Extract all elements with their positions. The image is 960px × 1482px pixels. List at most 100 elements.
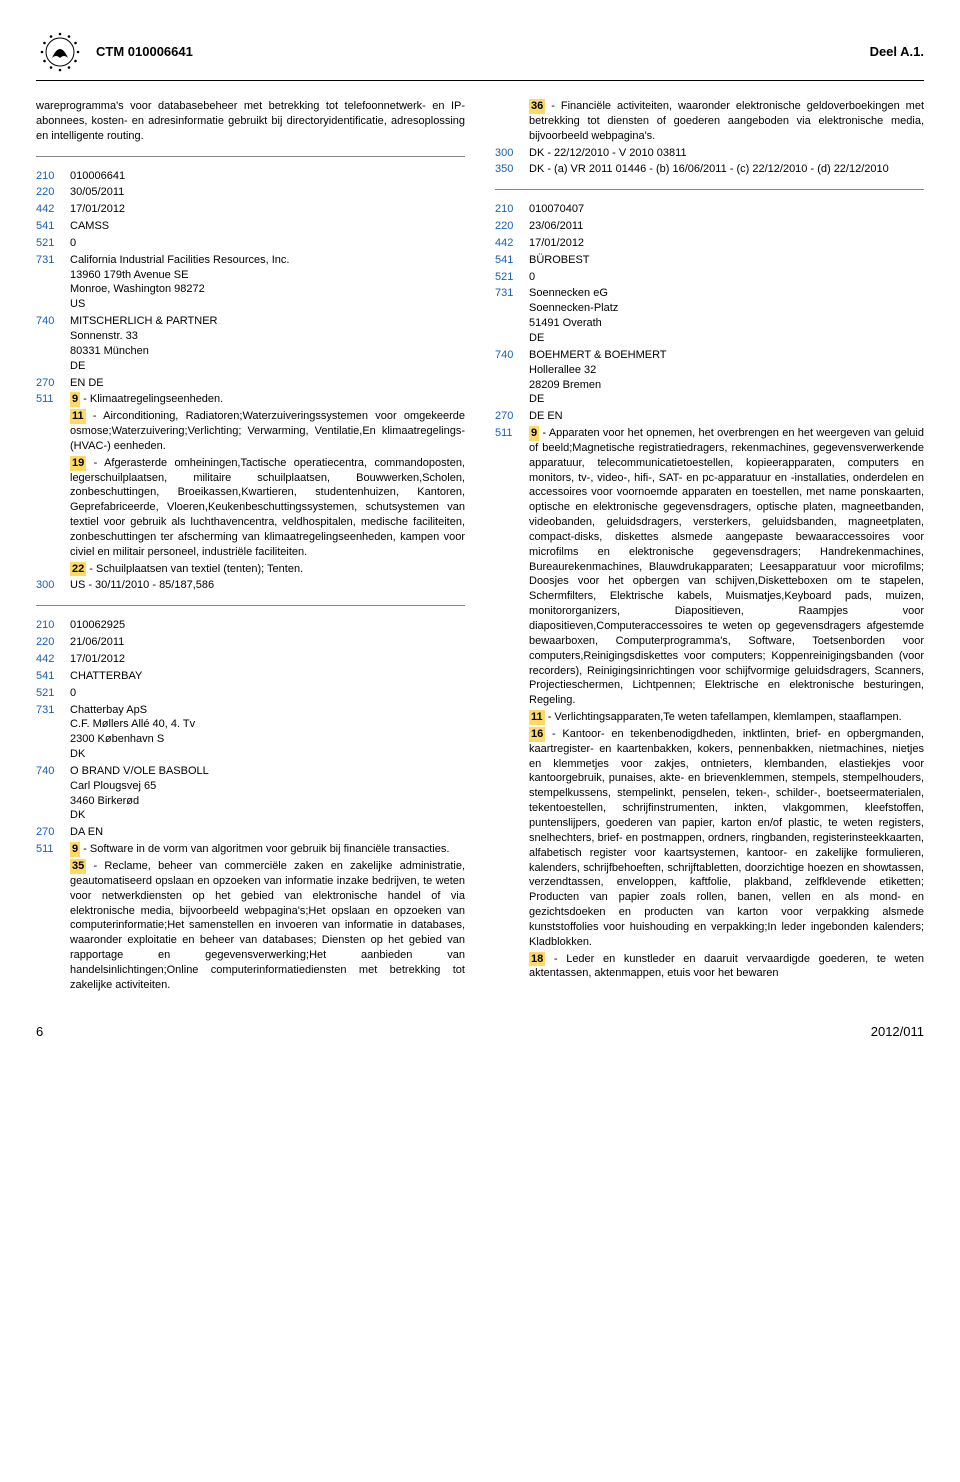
class-text: - Reclame, beheer van commerciële zaken … bbox=[70, 860, 465, 991]
field-code: 740 bbox=[36, 764, 70, 823]
field-value: 9 - Software in de vorm van algoritmen v… bbox=[70, 842, 465, 857]
field-value: DK - (a) VR 2011 01446 - (b) 16/06/2011 … bbox=[529, 162, 924, 177]
field-value: 010070407 bbox=[529, 202, 924, 217]
field-value: 0 bbox=[70, 236, 465, 251]
field-code: 210 bbox=[36, 169, 70, 184]
field-code: 521 bbox=[495, 270, 529, 285]
field-code bbox=[495, 710, 529, 725]
class-text: - Software in de vorm van algoritmen voo… bbox=[80, 843, 449, 855]
separator bbox=[36, 605, 465, 606]
right-column: 36 - Financiële activiteiten, waaronder … bbox=[495, 99, 924, 995]
class-badge: 36 bbox=[529, 99, 545, 114]
field-value: 17/01/2012 bbox=[529, 236, 924, 251]
separator bbox=[36, 156, 465, 157]
field-value: MITSCHERLICH & PARTNER Sonnenstr. 33 803… bbox=[70, 314, 465, 373]
class-badge: 11 bbox=[529, 710, 545, 725]
field-code bbox=[36, 562, 70, 577]
page-footer: 6 2012/011 bbox=[36, 1023, 924, 1041]
class-text: - Apparaten voor het opnemen, het overbr… bbox=[529, 427, 924, 706]
header-ctm: CTM 010006641 bbox=[96, 43, 870, 61]
field-code bbox=[36, 456, 70, 560]
field-value: 30/05/2011 bbox=[70, 185, 465, 200]
field-code: 511 bbox=[36, 392, 70, 407]
field-code bbox=[36, 409, 70, 454]
field-code: 541 bbox=[36, 669, 70, 684]
field-value: 17/01/2012 bbox=[70, 652, 465, 667]
field-value: 36 - Financiële activiteiten, waaronder … bbox=[529, 99, 924, 144]
field-value: 010006641 bbox=[70, 169, 465, 184]
field-code: 210 bbox=[495, 202, 529, 217]
field-code: 220 bbox=[36, 185, 70, 200]
class-badge: 18 bbox=[529, 952, 545, 967]
field-code: 442 bbox=[495, 236, 529, 251]
field-code: 740 bbox=[36, 314, 70, 373]
field-code: 220 bbox=[36, 635, 70, 650]
field-code: 731 bbox=[495, 286, 529, 345]
class-badge: 19 bbox=[70, 456, 86, 471]
field-value: CAMSS bbox=[70, 219, 465, 234]
class-badge: 9 bbox=[70, 392, 80, 407]
field-value: 35 - Reclame, beheer van commerciële zak… bbox=[70, 859, 465, 993]
field-value: 0 bbox=[70, 686, 465, 701]
field-value: California Industrial Facilities Resourc… bbox=[70, 253, 465, 312]
field-value: 010062925 bbox=[70, 618, 465, 633]
field-code: 210 bbox=[36, 618, 70, 633]
footer-issue: 2012/011 bbox=[871, 1023, 924, 1041]
left-column: wareprogramma's voor databasebeheer met … bbox=[36, 99, 465, 995]
footer-page-number: 6 bbox=[36, 1023, 43, 1041]
field-value: BOEHMERT & BOEHMERT Hollerallee 32 28209… bbox=[529, 348, 924, 407]
field-value: 9 - Klimaatregelingseenheden. bbox=[70, 392, 465, 407]
class-badge: 16 bbox=[529, 727, 545, 742]
field-value: 22 - Schuilplaatsen van textiel (tenten)… bbox=[70, 562, 465, 577]
field-code: 442 bbox=[36, 202, 70, 217]
field-code: 511 bbox=[36, 842, 70, 857]
field-code bbox=[495, 952, 529, 982]
field-value: 11 - Verlichtingsapparaten,Te weten tafe… bbox=[529, 710, 924, 725]
field-code: 300 bbox=[495, 146, 529, 161]
field-value: 17/01/2012 bbox=[70, 202, 465, 217]
field-value: EN DE bbox=[70, 376, 465, 391]
field-value: DA EN bbox=[70, 825, 465, 840]
field-code: 442 bbox=[36, 652, 70, 667]
field-code: 541 bbox=[495, 253, 529, 268]
content-columns: wareprogramma's voor databasebeheer met … bbox=[36, 99, 924, 995]
field-code: 300 bbox=[36, 578, 70, 593]
field-code bbox=[36, 859, 70, 993]
field-value: CHATTERBAY bbox=[70, 669, 465, 684]
field-value: 21/06/2011 bbox=[70, 635, 465, 650]
class-text: - Klimaatregelingseenheden. bbox=[80, 393, 223, 405]
field-value: 16 - Kantoor- en tekenbenodigdheden, ink… bbox=[529, 727, 924, 950]
class-badge: 22 bbox=[70, 562, 86, 577]
field-value: 0 bbox=[529, 270, 924, 285]
class-badge: 9 bbox=[70, 842, 80, 857]
field-value: BÜROBEST bbox=[529, 253, 924, 268]
field-code: 270 bbox=[36, 825, 70, 840]
field-code: 220 bbox=[495, 219, 529, 234]
field-value: 23/06/2011 bbox=[529, 219, 924, 234]
field-code bbox=[495, 99, 529, 144]
class-text: - Financiële activiteiten, waaronder ele… bbox=[529, 100, 924, 142]
class-badge: 35 bbox=[70, 859, 86, 874]
field-value: Soennecken eG Soennecken-Platz 51491 Ove… bbox=[529, 286, 924, 345]
field-value: Chatterbay ApS C.F. Møllers Allé 40, 4. … bbox=[70, 703, 465, 762]
class-badge: 9 bbox=[529, 426, 539, 441]
field-value: 18 - Leder en kunstleder en daaruit verv… bbox=[529, 952, 924, 982]
field-value: DE EN bbox=[529, 409, 924, 424]
field-value: 11 - Airconditioning, Radiatoren;Waterzu… bbox=[70, 409, 465, 454]
header-deel: Deel A.1. bbox=[870, 43, 924, 61]
field-code: 511 bbox=[495, 426, 529, 708]
class-text: - Afgerasterde omheiningen,Tactische ope… bbox=[70, 457, 465, 558]
class-text: - Airconditioning, Radiatoren;Waterzuive… bbox=[70, 410, 465, 452]
class-text: - Leder en kunstleder en daaruit vervaar… bbox=[529, 953, 924, 980]
field-code: 731 bbox=[36, 703, 70, 762]
field-code: 731 bbox=[36, 253, 70, 312]
field-value: 9 - Apparaten voor het opnemen, het over… bbox=[529, 426, 924, 708]
field-code: 740 bbox=[495, 348, 529, 407]
class-text: - Kantoor- en tekenbenodigdheden, inktli… bbox=[529, 728, 924, 948]
class-badge: 11 bbox=[70, 409, 86, 424]
field-code: 541 bbox=[36, 219, 70, 234]
field-code: 521 bbox=[36, 236, 70, 251]
field-value: O BRAND V/OLE BASBOLL Carl Plougsvej 65 … bbox=[70, 764, 465, 823]
field-code: 270 bbox=[36, 376, 70, 391]
field-value: DK - 22/12/2010 - V 2010 03811 bbox=[529, 146, 924, 161]
